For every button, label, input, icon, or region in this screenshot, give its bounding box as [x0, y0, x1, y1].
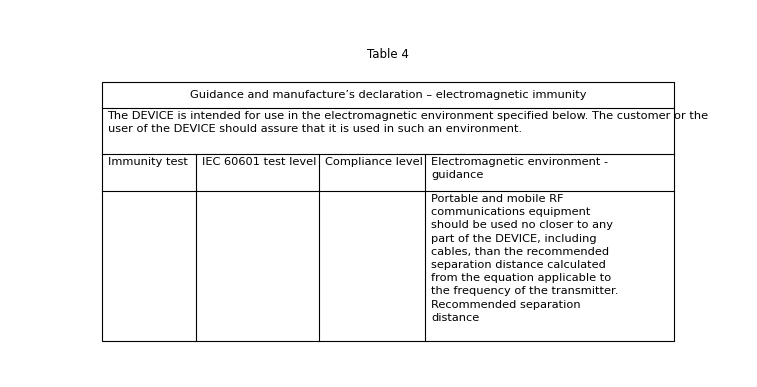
Text: Table 4: Table 4: [367, 48, 409, 61]
Text: The DEVICE is intended for use in the electromagnetic environment specified belo: The DEVICE is intended for use in the el…: [107, 111, 709, 134]
Bar: [101, 82, 674, 341]
Text: Compliance level: Compliance level: [325, 157, 423, 167]
Text: IEC 60601 test level: IEC 60601 test level: [202, 157, 316, 167]
Text: Portable and mobile RF
communications equipment
should be used no closer to any
: Portable and mobile RF communications eq…: [431, 194, 618, 323]
Text: Guidance and manufacture’s declaration – electromagnetic immunity: Guidance and manufacture’s declaration –…: [190, 90, 586, 100]
Text: Immunity test: Immunity test: [107, 157, 188, 167]
Text: Electromagnetic environment -
guidance: Electromagnetic environment - guidance: [431, 157, 608, 180]
